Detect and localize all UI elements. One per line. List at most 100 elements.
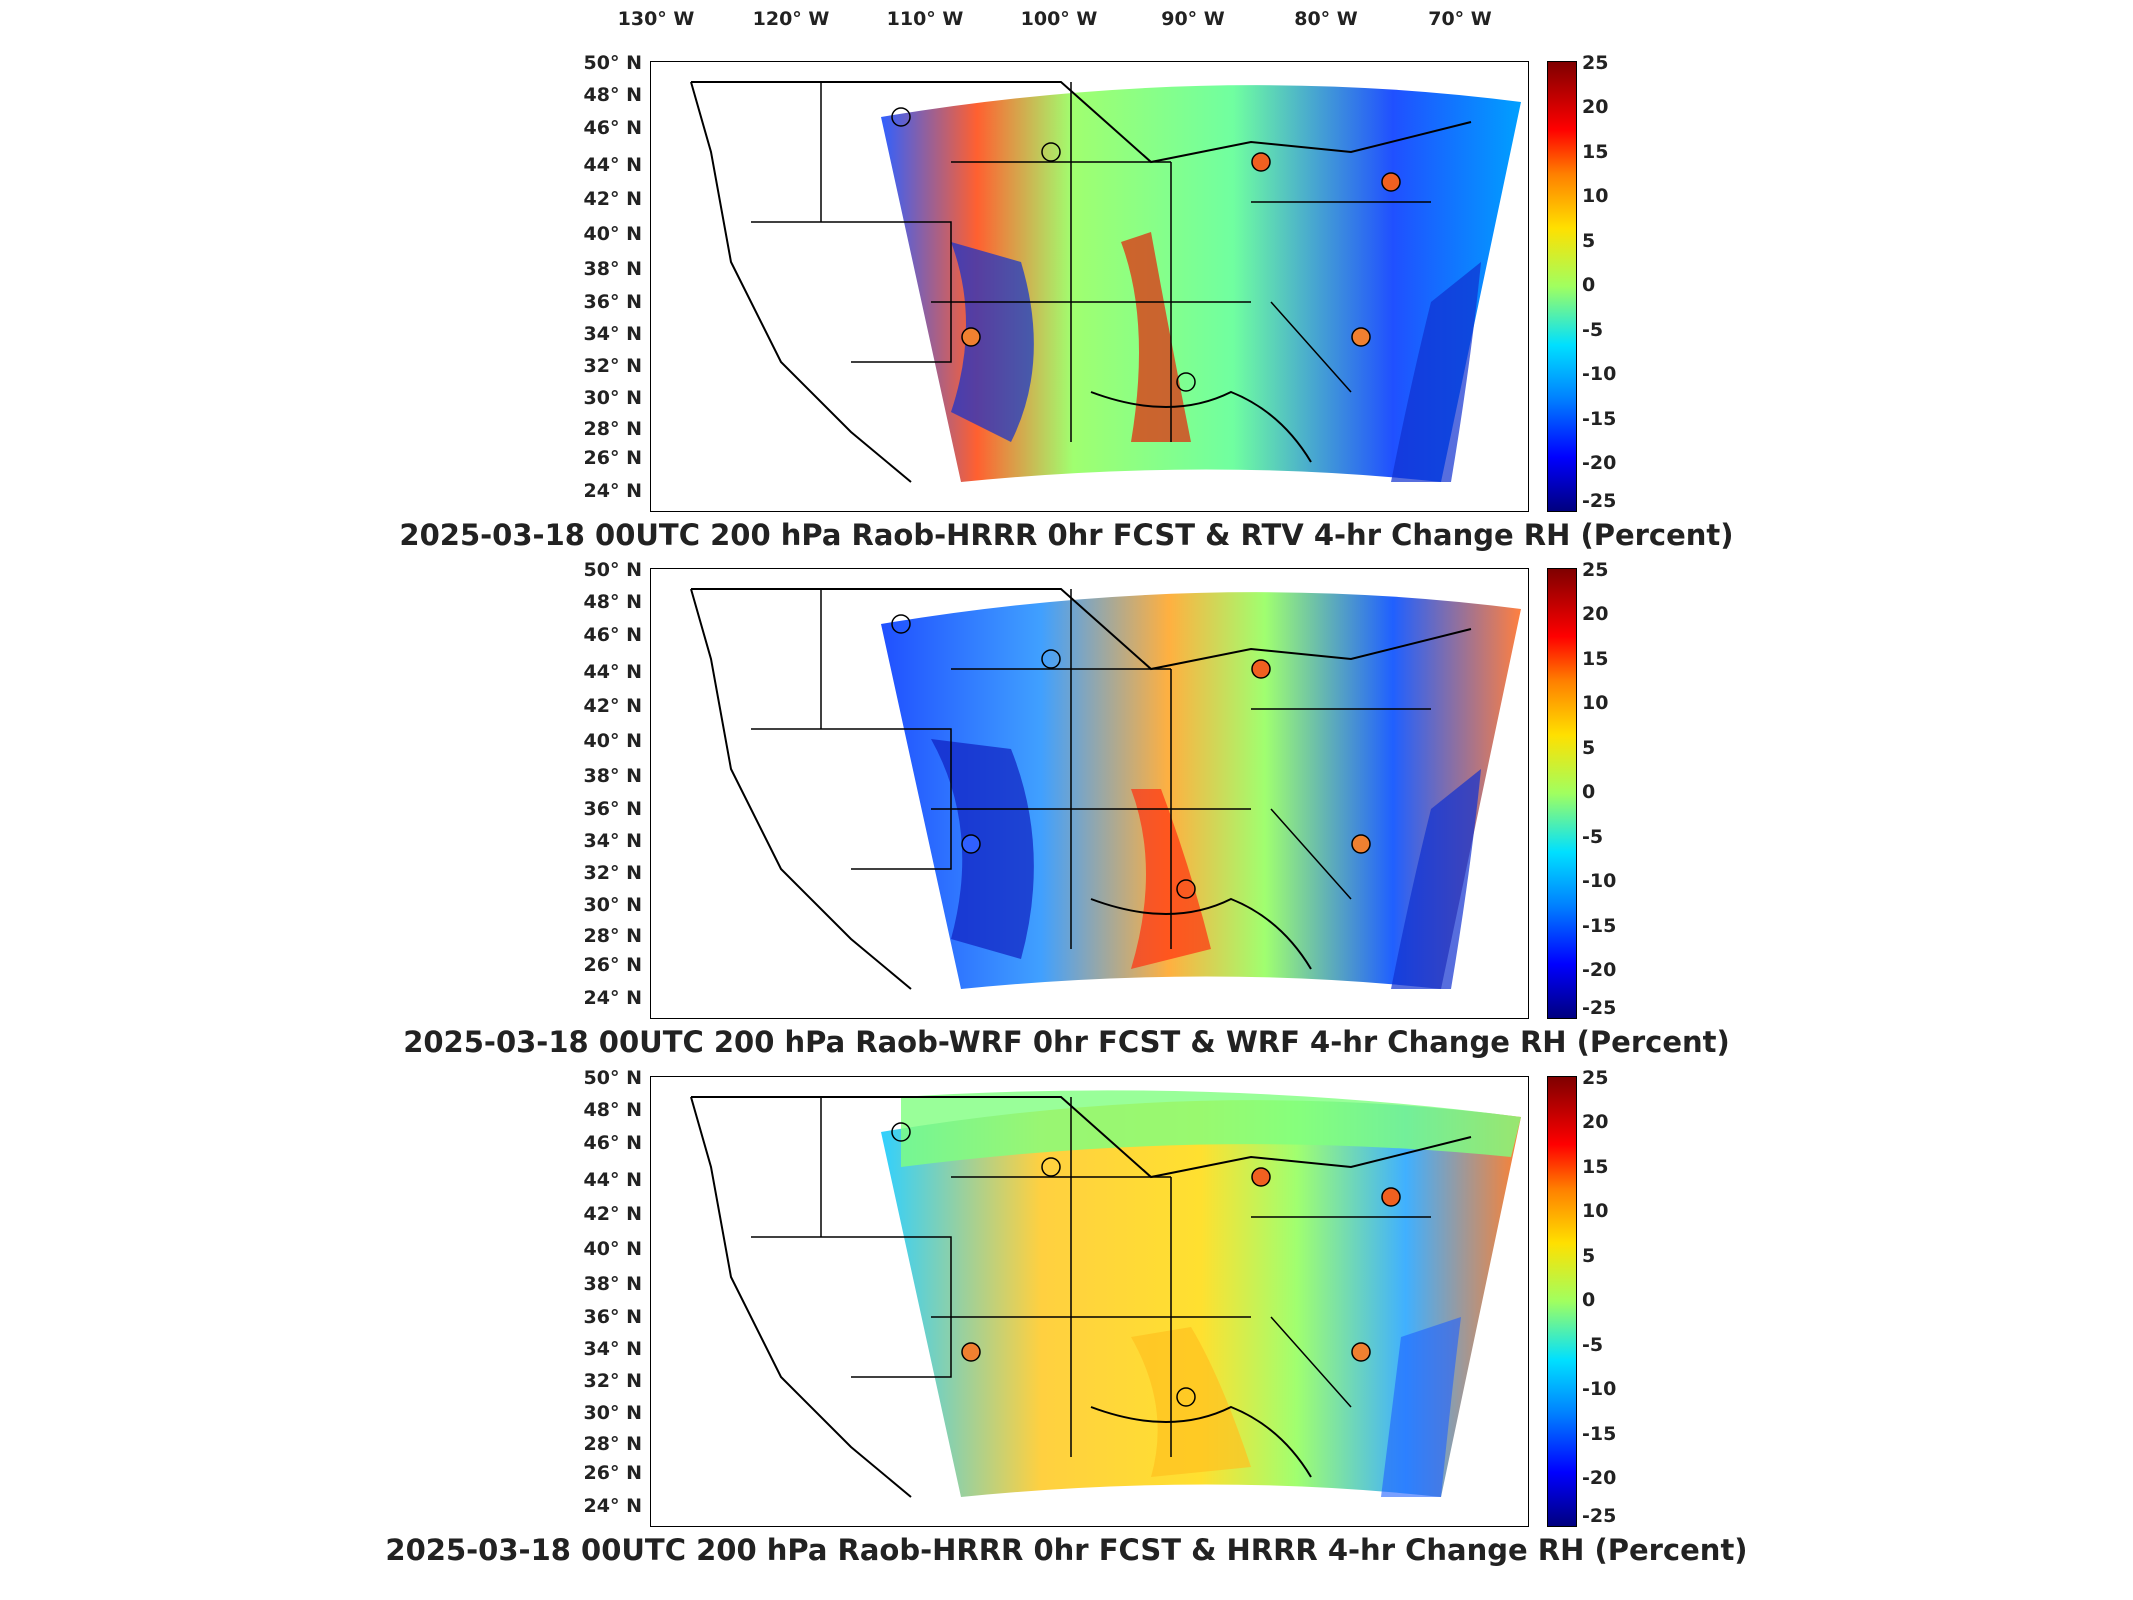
lat-label: 36° N: [583, 1306, 642, 1328]
lat-label: 28° N: [583, 1433, 642, 1455]
station-marker: [1176, 879, 1196, 899]
colorbar-tick: 10: [1582, 692, 1609, 714]
panel-title: 2025-03-18 00UTC 200 hPa Raob-HRRR 0hr F…: [399, 518, 1734, 552]
colorbar-tick: -5: [1582, 319, 1604, 341]
lat-label: 44° N: [583, 1169, 642, 1191]
station-marker: [1351, 1342, 1371, 1362]
map-panel-2: 50° N 48° N 46° N 44° N 42° N 40° N 38° …: [0, 559, 2133, 1069]
lat-label: 46° N: [583, 624, 642, 646]
station-marker: [1176, 1387, 1196, 1407]
lat-label: 46° N: [583, 117, 642, 139]
model-domain: [881, 85, 1521, 482]
lat-label: 50° N: [583, 52, 642, 74]
lat-label: 38° N: [583, 1273, 642, 1295]
lat-label: 34° N: [583, 323, 642, 345]
rh-change-map: [690, 81, 1521, 483]
colorbar: [1547, 61, 1577, 512]
lat-label: 24° N: [583, 987, 642, 1009]
station-marker: [891, 614, 911, 634]
colorbar-tick: 0: [1582, 781, 1596, 803]
colorbar-tick: 15: [1582, 1156, 1609, 1178]
station-marker: [1251, 1167, 1271, 1187]
lat-label: 30° N: [583, 1402, 642, 1424]
colorbar-tick: -20: [1582, 959, 1617, 981]
lon-label-90w: 90° W: [1161, 8, 1225, 30]
colorbar-tick: 15: [1582, 141, 1609, 163]
lat-label: 24° N: [583, 1495, 642, 1517]
lat-label: 28° N: [583, 925, 642, 947]
colorbar-tick: -15: [1582, 1423, 1617, 1445]
lat-label: 42° N: [583, 1203, 642, 1225]
station-marker: [1251, 152, 1271, 172]
lat-label: 30° N: [583, 387, 642, 409]
colorbar-tick: -15: [1582, 408, 1617, 430]
lon-label-130w: 130° W: [617, 8, 695, 30]
lat-label: 32° N: [583, 862, 642, 884]
lat-label: 48° N: [583, 591, 642, 613]
colorbar-tick: 25: [1582, 1067, 1609, 1089]
colorbar-tick: 0: [1582, 1289, 1596, 1311]
lat-label: 40° N: [583, 223, 642, 245]
colorbar-tick: -25: [1582, 1505, 1617, 1527]
colorbar: [1547, 568, 1577, 1019]
colorbar-tick: -10: [1582, 1378, 1617, 1400]
lat-label: 40° N: [583, 1238, 642, 1260]
map-panel-1: 50° N 48° N 46° N 44° N 42° N 40° N 38° …: [0, 52, 2133, 562]
lat-label: 36° N: [583, 291, 642, 313]
panel-title: 2025-03-18 00UTC 200 hPa Raob-WRF 0hr FC…: [403, 1025, 1730, 1059]
lat-label: 50° N: [583, 559, 642, 581]
lat-label: 48° N: [583, 84, 642, 106]
lat-label: 44° N: [583, 661, 642, 683]
colorbar-tick: 0: [1582, 274, 1596, 296]
lat-label: 50° N: [583, 1067, 642, 1089]
map-frame: [650, 61, 1529, 512]
lat-label: 40° N: [583, 730, 642, 752]
map-frame: [650, 1076, 1529, 1527]
station-marker: [891, 1122, 911, 1142]
colorbar-tick: 10: [1582, 1200, 1609, 1222]
lat-label: 44° N: [583, 154, 642, 176]
colorbar-tick: 10: [1582, 185, 1609, 207]
lon-label-100w: 100° W: [1020, 8, 1098, 30]
colorbar: [1547, 1076, 1577, 1527]
station-marker: [1381, 172, 1401, 192]
station-marker: [1351, 327, 1371, 347]
lat-label: 38° N: [583, 258, 642, 280]
colorbar-tick: -25: [1582, 490, 1617, 512]
lat-label: 26° N: [583, 447, 642, 469]
colorbar-tick: -15: [1582, 915, 1617, 937]
lon-label-70w: 70° W: [1428, 8, 1492, 30]
lon-label-80w: 80° W: [1294, 8, 1358, 30]
lat-label: 42° N: [583, 695, 642, 717]
lat-label: 28° N: [583, 418, 642, 440]
rh-change-map: [690, 588, 1521, 990]
colorbar-tick: 25: [1582, 52, 1609, 74]
station-marker: [961, 327, 981, 347]
colorbar-tick: 20: [1582, 96, 1609, 118]
lat-label: 30° N: [583, 894, 642, 916]
colorbar-tick: 25: [1582, 559, 1609, 581]
colorbar-tick: 20: [1582, 1111, 1609, 1133]
colorbar-tick: 5: [1582, 737, 1596, 759]
colorbar-tick: 15: [1582, 648, 1609, 670]
model-domain: [881, 592, 1521, 989]
colorbar-tick: -25: [1582, 997, 1617, 1019]
lat-label: 46° N: [583, 1132, 642, 1154]
colorbar-tick: -20: [1582, 452, 1617, 474]
station-marker: [1041, 142, 1061, 162]
colorbar-tick: 5: [1582, 230, 1596, 252]
lat-label: 26° N: [583, 954, 642, 976]
station-marker: [961, 834, 981, 854]
colorbar-tick: -20: [1582, 1467, 1617, 1489]
lat-label: 36° N: [583, 798, 642, 820]
colorbar-tick: -5: [1582, 826, 1604, 848]
model-domain: [881, 1100, 1521, 1497]
colorbar-tick: 5: [1582, 1245, 1596, 1267]
lon-label-110w: 110° W: [886, 8, 964, 30]
station-marker: [1041, 1157, 1061, 1177]
station-marker: [1251, 659, 1271, 679]
rh-change-map: [690, 1090, 1521, 1498]
map-panel-3: 50° N 48° N 46° N 44° N 42° N 40° N 38° …: [0, 1067, 2133, 1577]
lat-label: 24° N: [583, 480, 642, 502]
lon-label-120w: 120° W: [752, 8, 830, 30]
